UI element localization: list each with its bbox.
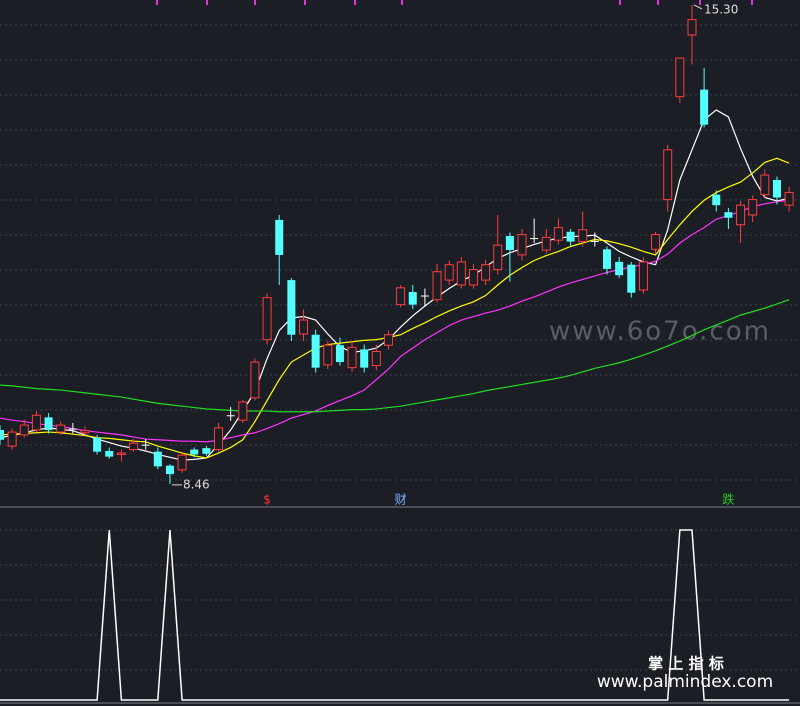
candle-body	[250, 361, 260, 399]
candle-body	[481, 264, 491, 281]
signal-label: 财	[395, 493, 407, 507]
ma-line	[0, 299, 790, 413]
candle-body	[444, 264, 454, 281]
candle-body	[31, 414, 41, 431]
min-label: 8.46	[183, 477, 210, 491]
candle-body	[202, 448, 211, 454]
candle-body	[420, 295, 429, 297]
max-pointer	[693, 4, 703, 10]
candle-body	[105, 450, 114, 457]
candle-body	[275, 219, 284, 255]
candle-body	[772, 179, 781, 198]
candle-body	[553, 227, 563, 241]
watermark: www.6o7o.com	[549, 317, 771, 347]
candle-body	[371, 351, 381, 367]
candle-body	[541, 236, 551, 251]
candle-body	[505, 235, 514, 250]
candle-body	[299, 319, 308, 335]
candle-body	[141, 444, 150, 446]
candle-body	[784, 192, 794, 206]
candle-body	[360, 349, 369, 368]
candle-body	[675, 57, 685, 98]
candle-body	[287, 280, 296, 335]
candle-body	[323, 344, 333, 366]
candle-body	[590, 240, 599, 242]
candle-body	[190, 449, 199, 455]
candle-body	[663, 149, 673, 201]
candle-body	[432, 271, 442, 301]
watermark: www.palmindex.com	[597, 672, 773, 692]
candle-body	[760, 174, 770, 196]
candle-body	[603, 249, 611, 269]
candle-body	[530, 238, 539, 240]
candle-body	[238, 401, 248, 421]
candle-body	[700, 89, 709, 125]
grid	[0, 24, 800, 671]
candle-body	[335, 345, 344, 363]
candle-body	[408, 292, 417, 305]
ma-line	[0, 157, 790, 459]
candle-body	[226, 415, 235, 417]
candle-body	[712, 194, 721, 206]
candle-body	[383, 334, 393, 346]
indicator-line	[0, 529, 790, 701]
candle-body	[468, 269, 478, 286]
time-markers	[156, 0, 753, 5]
candle-body	[493, 244, 503, 271]
candle-body	[214, 427, 224, 451]
candle-body	[56, 424, 66, 433]
candle-body	[748, 199, 758, 216]
ma-line	[0, 199, 790, 443]
candle-body	[651, 234, 661, 250]
candle-body	[627, 264, 636, 293]
candle-body	[517, 234, 527, 256]
candle-body	[638, 261, 648, 291]
candle-body	[311, 334, 320, 368]
watermark: 掌 上 指 标	[648, 655, 724, 673]
candle-body	[165, 465, 174, 475]
candle-body	[153, 451, 162, 467]
candle-body	[456, 261, 466, 286]
candle-body	[347, 346, 357, 369]
signal-label: 跌	[722, 492, 734, 507]
candle-body	[687, 19, 697, 36]
candle-body	[724, 212, 733, 218]
candle-body	[7, 431, 17, 447]
candle-body	[116, 452, 126, 455]
candle-body	[19, 424, 29, 436]
candle-body	[177, 454, 187, 471]
signal-label: $	[263, 493, 271, 507]
candle-body	[615, 261, 624, 276]
max-label: 15.30	[704, 2, 738, 16]
candle-body	[578, 229, 588, 243]
candle-body	[736, 204, 746, 226]
candle-body	[262, 297, 272, 341]
candle-body	[566, 231, 575, 242]
candle-body	[396, 287, 406, 306]
candle-body	[93, 437, 102, 452]
candle-body	[0, 429, 4, 440]
candle-body	[44, 417, 53, 430]
candle-body	[68, 428, 77, 430]
candle-body	[129, 442, 139, 451]
candle-body	[80, 430, 90, 434]
